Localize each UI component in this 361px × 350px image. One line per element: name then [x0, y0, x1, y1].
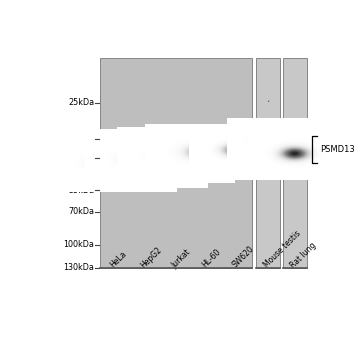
Text: 130kDa: 130kDa: [63, 263, 94, 272]
Text: HepG2: HepG2: [139, 245, 164, 270]
Text: 100kDa: 100kDa: [63, 240, 94, 250]
Text: Mouse testis: Mouse testis: [262, 229, 303, 270]
Text: HL-60: HL-60: [200, 247, 222, 270]
Bar: [100, 58, 252, 268]
Text: SW620: SW620: [231, 244, 256, 270]
Text: 55kDa: 55kDa: [68, 186, 94, 195]
Text: 35kDa: 35kDa: [68, 134, 94, 144]
Text: 40kDa: 40kDa: [68, 153, 94, 162]
Bar: [256, 58, 280, 268]
Text: •: •: [266, 99, 270, 104]
Text: PSMD13: PSMD13: [320, 145, 355, 154]
Text: 70kDa: 70kDa: [68, 207, 94, 216]
Text: 25kDa: 25kDa: [68, 98, 94, 107]
Text: HeLa: HeLa: [109, 250, 129, 270]
Text: Jurkat: Jurkat: [170, 247, 192, 270]
Bar: [283, 58, 307, 268]
Text: Rat lung: Rat lung: [288, 240, 318, 270]
